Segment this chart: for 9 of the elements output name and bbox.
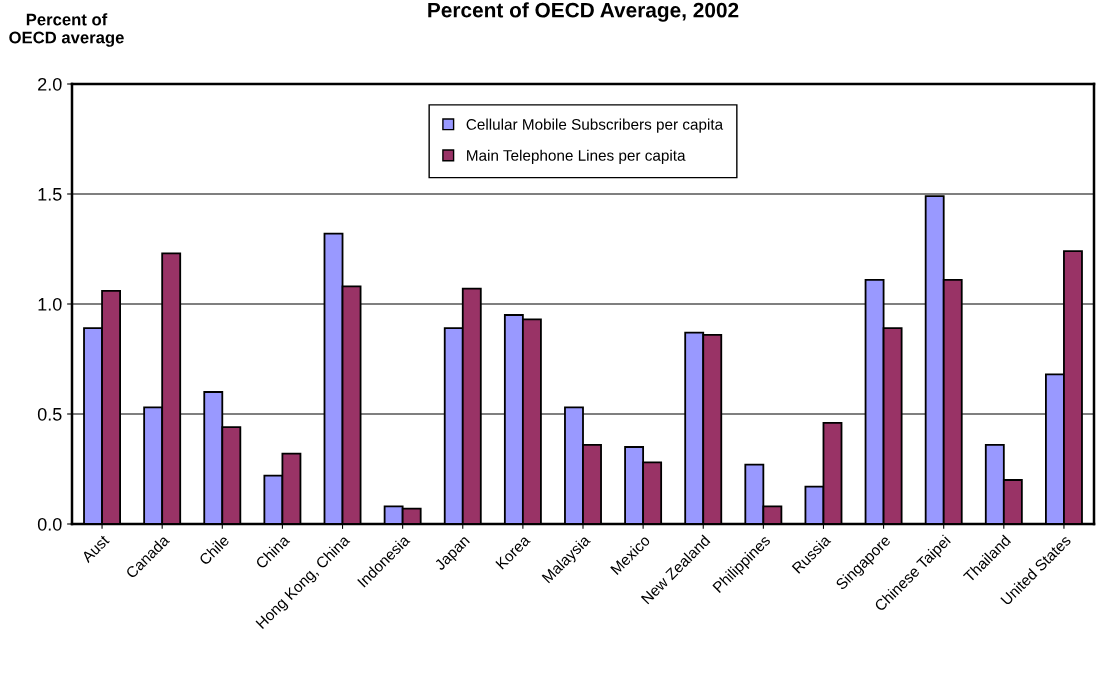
- legend-label: Main Telephone Lines per capita: [467, 149, 686, 164]
- legend-label: Cellular Mobile Subscribers per capita: [466, 118, 724, 133]
- y-tick-label: 1.0: [38, 297, 62, 311]
- y-tick-label: 1.5: [38, 188, 62, 201]
- y-tick-label: 2.0: [38, 77, 62, 91]
- y-axis-title: Percent of OECD average: [9, 13, 124, 47]
- y-tick-label: 0.5: [37, 407, 62, 421]
- chart-title: Percent of OECD Average, 2002: [428, 2, 739, 22]
- y-tick-label: 0.0: [37, 517, 62, 531]
